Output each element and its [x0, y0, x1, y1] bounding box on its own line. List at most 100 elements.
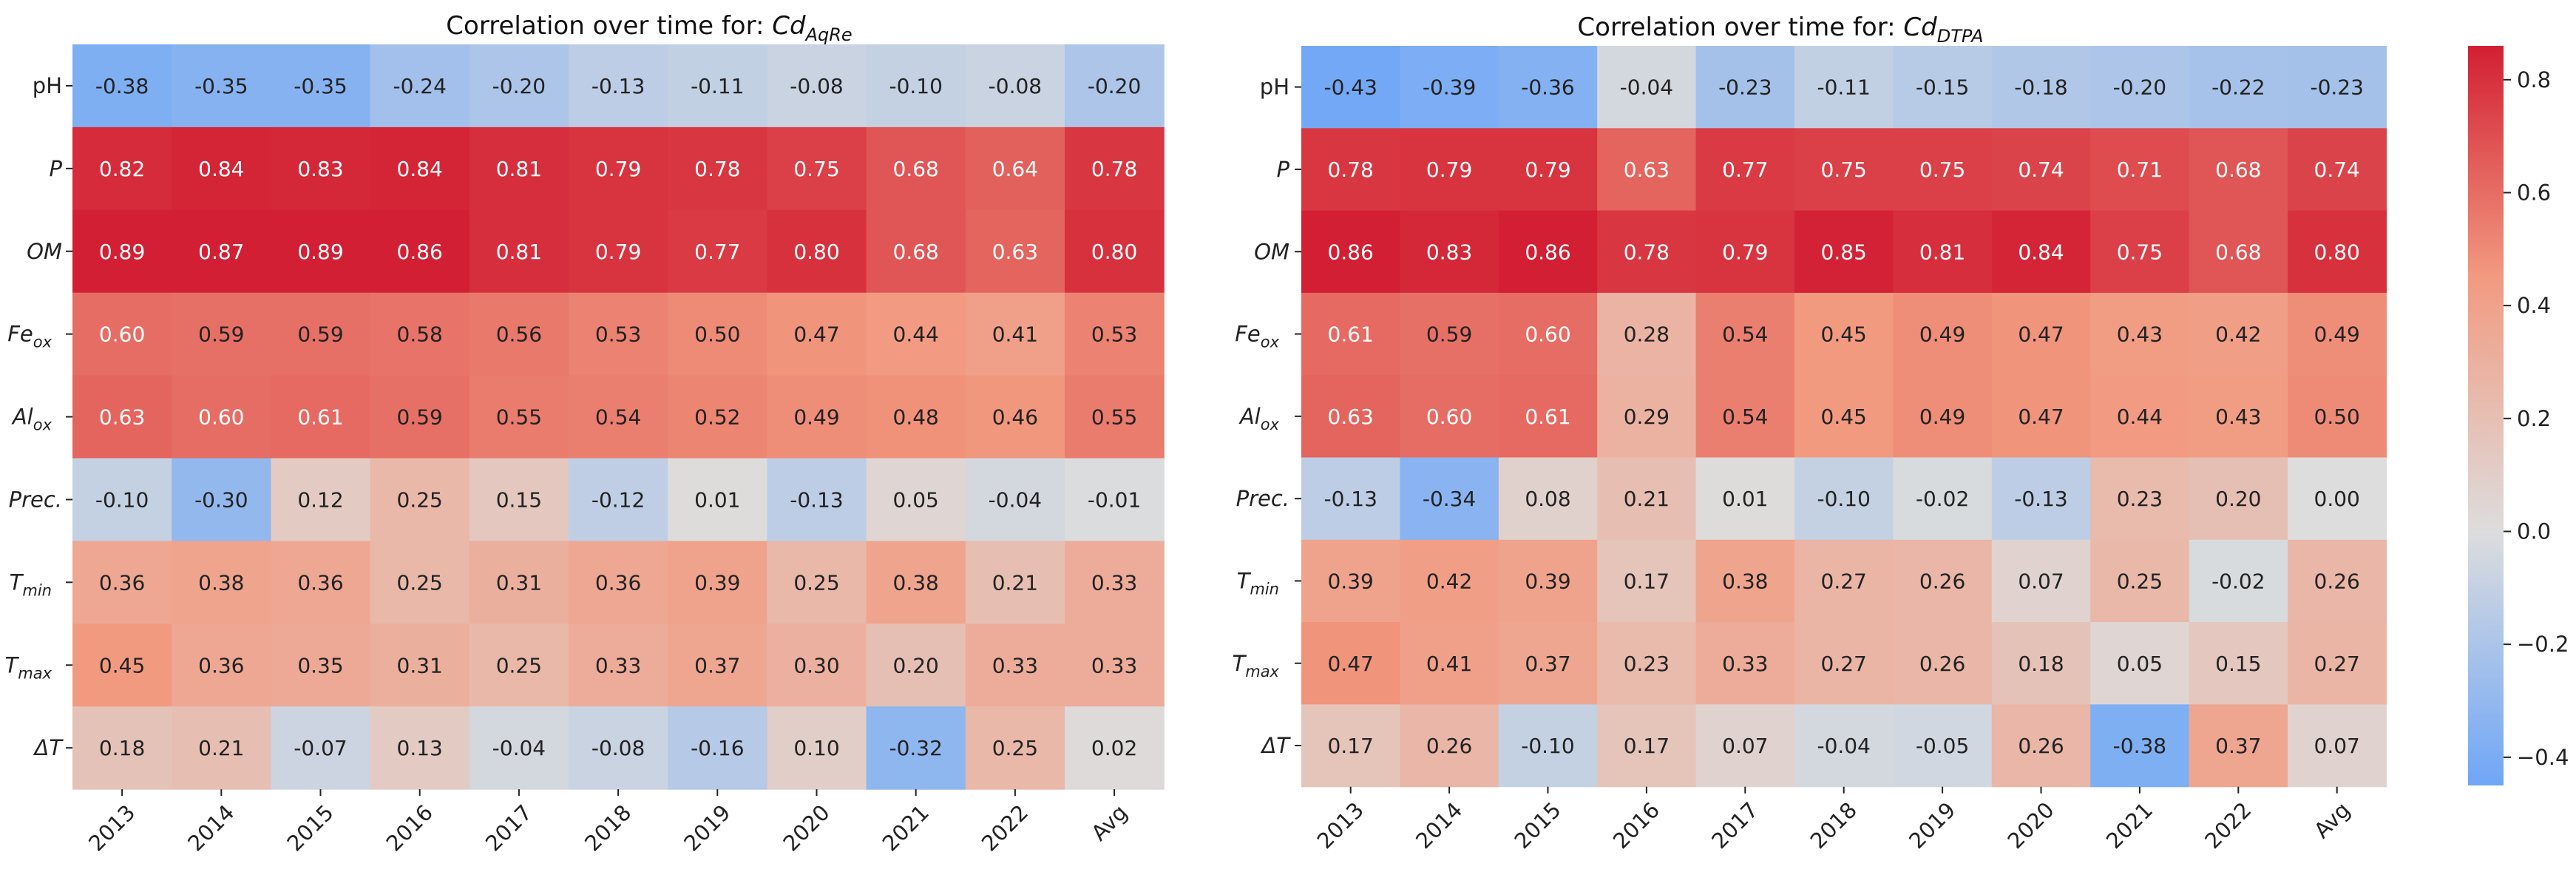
- cell-value-label: -0.20: [1088, 74, 1141, 98]
- cell-value-label: 0.87: [198, 240, 244, 264]
- heatmap-cell: [271, 623, 371, 707]
- cell-value-label: -0.04: [1817, 734, 1870, 758]
- cell-value-label: -0.13: [1323, 487, 1377, 511]
- cell-value-label: 0.05: [2117, 652, 2163, 676]
- column-label: 2022: [2200, 797, 2256, 854]
- heatmap-cell: [965, 44, 1065, 128]
- heatmap-cell: [2090, 210, 2190, 294]
- cell-value-label: 0.50: [2314, 405, 2360, 429]
- heatmap-cell: [72, 458, 172, 541]
- column-label: 2014: [1411, 797, 1467, 854]
- cell-value-label: 0.61: [1525, 405, 1570, 429]
- cell-value-label: -0.05: [1916, 734, 1969, 758]
- column-label: 2020: [2003, 797, 2059, 854]
- cell-value-label: -0.30: [194, 487, 248, 512]
- heatmap-cell: [2288, 622, 2387, 705]
- cell-value-label: -0.35: [294, 74, 347, 98]
- heatmap-cell: [668, 541, 767, 624]
- cell-value-label: 0.31: [496, 570, 542, 595]
- heatmap-cell: [172, 541, 271, 624]
- cell-value-label: 0.75: [1821, 158, 1867, 182]
- cell-value-label: 0.63: [1328, 405, 1374, 429]
- heatmap-cell: [172, 458, 271, 541]
- cell-value-label: 0.21: [992, 570, 1038, 595]
- cell-value-label: -0.39: [1423, 75, 1476, 100]
- cell-value-label: 0.00: [2314, 487, 2360, 511]
- heatmap-cell: [2090, 704, 2190, 788]
- heatmap-cell: [1991, 457, 2091, 541]
- heatmap-cell: [1301, 622, 1400, 705]
- heatmap-cell: [1597, 292, 1697, 376]
- cell-value-label: 0.07: [2314, 734, 2360, 758]
- cell-value-label: 0.21: [1624, 487, 1670, 511]
- cell-value-label: -0.04: [989, 487, 1042, 512]
- heatmap-cell: [1794, 46, 1894, 129]
- heatmap-cell: [2288, 128, 2387, 212]
- heatmap-cell: [271, 706, 371, 790]
- cell-value-label: 0.50: [694, 322, 740, 347]
- cell-value-label: 0.60: [99, 322, 145, 347]
- row-label: P: [50, 156, 63, 181]
- heatmap-cell: [1400, 210, 1499, 294]
- column-label: 2016: [1608, 797, 1664, 854]
- cell-value-label: -0.11: [691, 74, 744, 98]
- cell-value-label: 0.78: [1091, 157, 1137, 181]
- cell-value-label: 0.37: [694, 653, 740, 677]
- heatmap-cell: [1991, 375, 2091, 459]
- cell-value-label: 0.43: [2215, 405, 2261, 429]
- cell-value-label: -0.20: [492, 74, 546, 98]
- heatmap-cell: [668, 292, 767, 376]
- chart-title: Correlation over time for: CdDTPA: [1577, 13, 1983, 47]
- heatmap-cell: [469, 209, 569, 294]
- cell-value-label: -0.16: [691, 736, 744, 760]
- heatmap-cell: [1991, 292, 2091, 376]
- heatmap-cell: [1794, 210, 1894, 294]
- heatmap-cell: [469, 623, 569, 707]
- cell-value-label: 0.23: [1624, 652, 1670, 676]
- heatmap-cell: [1991, 46, 2091, 129]
- cell-value-label: -0.13: [592, 74, 645, 98]
- cell-value-label: 0.20: [2215, 487, 2261, 511]
- heatmap-cell: [1400, 292, 1499, 376]
- heatmap-cell: [1065, 44, 1165, 128]
- heatmap-cell: [1301, 292, 1400, 376]
- heatmap-cell: [1597, 704, 1697, 788]
- heatmap-cell: [569, 209, 668, 294]
- cell-value-label: 0.37: [1525, 652, 1570, 676]
- row-label: ΔT: [1260, 733, 1291, 758]
- heatmap-cell: [1597, 539, 1697, 623]
- cell-value-label: 0.53: [1091, 322, 1137, 347]
- cell-value-label: -0.04: [492, 736, 546, 760]
- heatmap-cell: [866, 375, 966, 459]
- chart-title: Correlation over time for: CdAqRe: [446, 11, 852, 45]
- cell-value-label: 0.79: [595, 157, 641, 181]
- heatmap-cell: [866, 44, 966, 128]
- cell-value-label: -0.43: [1323, 75, 1377, 100]
- heatmap-cell: [767, 375, 867, 459]
- heatmap-cell: [1301, 704, 1400, 788]
- cell-value-label: 0.26: [1919, 569, 1965, 593]
- heatmap-cell: [1695, 457, 1795, 541]
- cell-value-label: 0.64: [992, 157, 1038, 181]
- heatmap-cell: [72, 706, 172, 790]
- heatmap-cell: [370, 541, 470, 624]
- cell-value-label: 0.13: [397, 736, 443, 760]
- cell-value-label: 0.74: [2018, 158, 2064, 182]
- heatmap-cell: [1695, 292, 1795, 376]
- heatmap-cell: [668, 375, 767, 459]
- colorbar-tick-label: −0.4: [2517, 745, 2569, 770]
- heatmap-cell: [569, 706, 668, 790]
- cell-value-label: 0.36: [99, 570, 145, 595]
- column-label: 2021: [2101, 797, 2158, 854]
- heatmap-cell: [1065, 126, 1165, 211]
- heatmap-cell: [2189, 210, 2288, 294]
- heatmap-cell: [1301, 128, 1400, 212]
- heatmap-cell: [72, 292, 172, 376]
- heatmap-cell: [72, 126, 172, 211]
- cell-value-label: -0.23: [1718, 75, 1772, 100]
- cell-value-label: -0.18: [2014, 75, 2067, 100]
- cell-value-label: 0.49: [2314, 322, 2360, 347]
- cell-value-label: -0.10: [889, 74, 942, 98]
- heatmap-cell: [767, 44, 867, 128]
- heatmap-cell: [767, 458, 867, 541]
